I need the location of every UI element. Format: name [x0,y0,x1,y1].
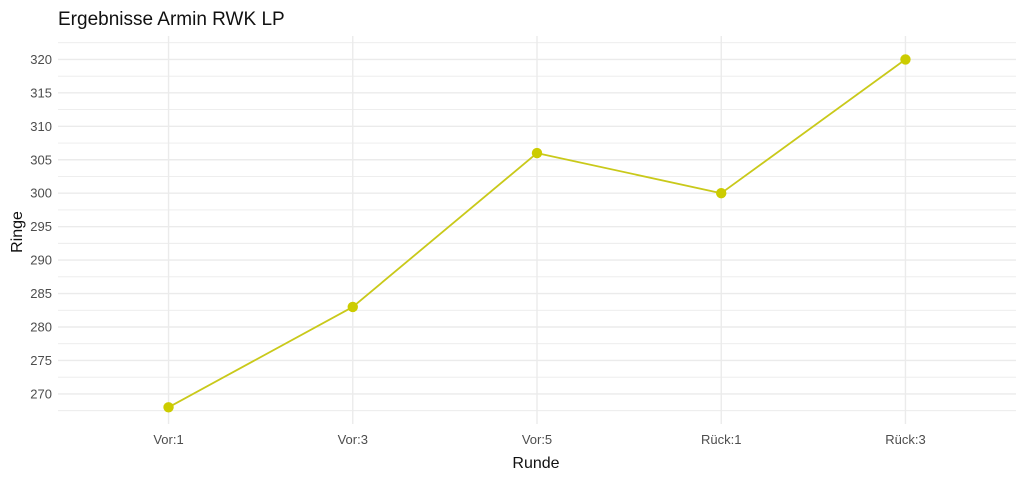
x-axis-title: Runde [512,455,559,472]
y-tick-label: 315 [30,85,52,100]
x-tick-label: Rück:3 [885,432,925,447]
chart-title: Ergebnisse Armin RWK LP [58,9,285,30]
y-tick-label: 320 [30,52,52,67]
y-tick-label: 300 [30,186,52,201]
data-point [531,147,543,159]
data-point [900,54,911,65]
y-tick-label: 280 [30,320,52,335]
y-tick-label: 285 [30,286,52,301]
y-tick-label: 295 [30,219,52,234]
x-tick-label: Vor:3 [338,432,368,447]
x-tick-label: Rück:1 [701,432,741,447]
y-tick-label: 310 [30,119,52,134]
y-tick-label: 290 [30,253,52,268]
data-point [716,188,727,199]
y-tick-label: 305 [30,152,52,167]
x-axis-ticks: Vor:1 Vor:3 Vor:5 Rück:1 Rück:3 [153,432,925,447]
x-tick-label: Vor:5 [522,432,552,447]
data-series [163,54,911,413]
data-point [347,301,358,313]
y-axis-ticks: 270 275 280 285 290 295 300 305 310 315 320 [30,52,52,401]
major-gridlines [58,36,1016,424]
x-tick-label: Vor:1 [153,432,183,447]
y-axis-title: Ringe [9,211,26,253]
y-tick-label: 275 [30,353,52,368]
data-point [163,402,174,413]
y-tick-label: 270 [30,386,52,401]
